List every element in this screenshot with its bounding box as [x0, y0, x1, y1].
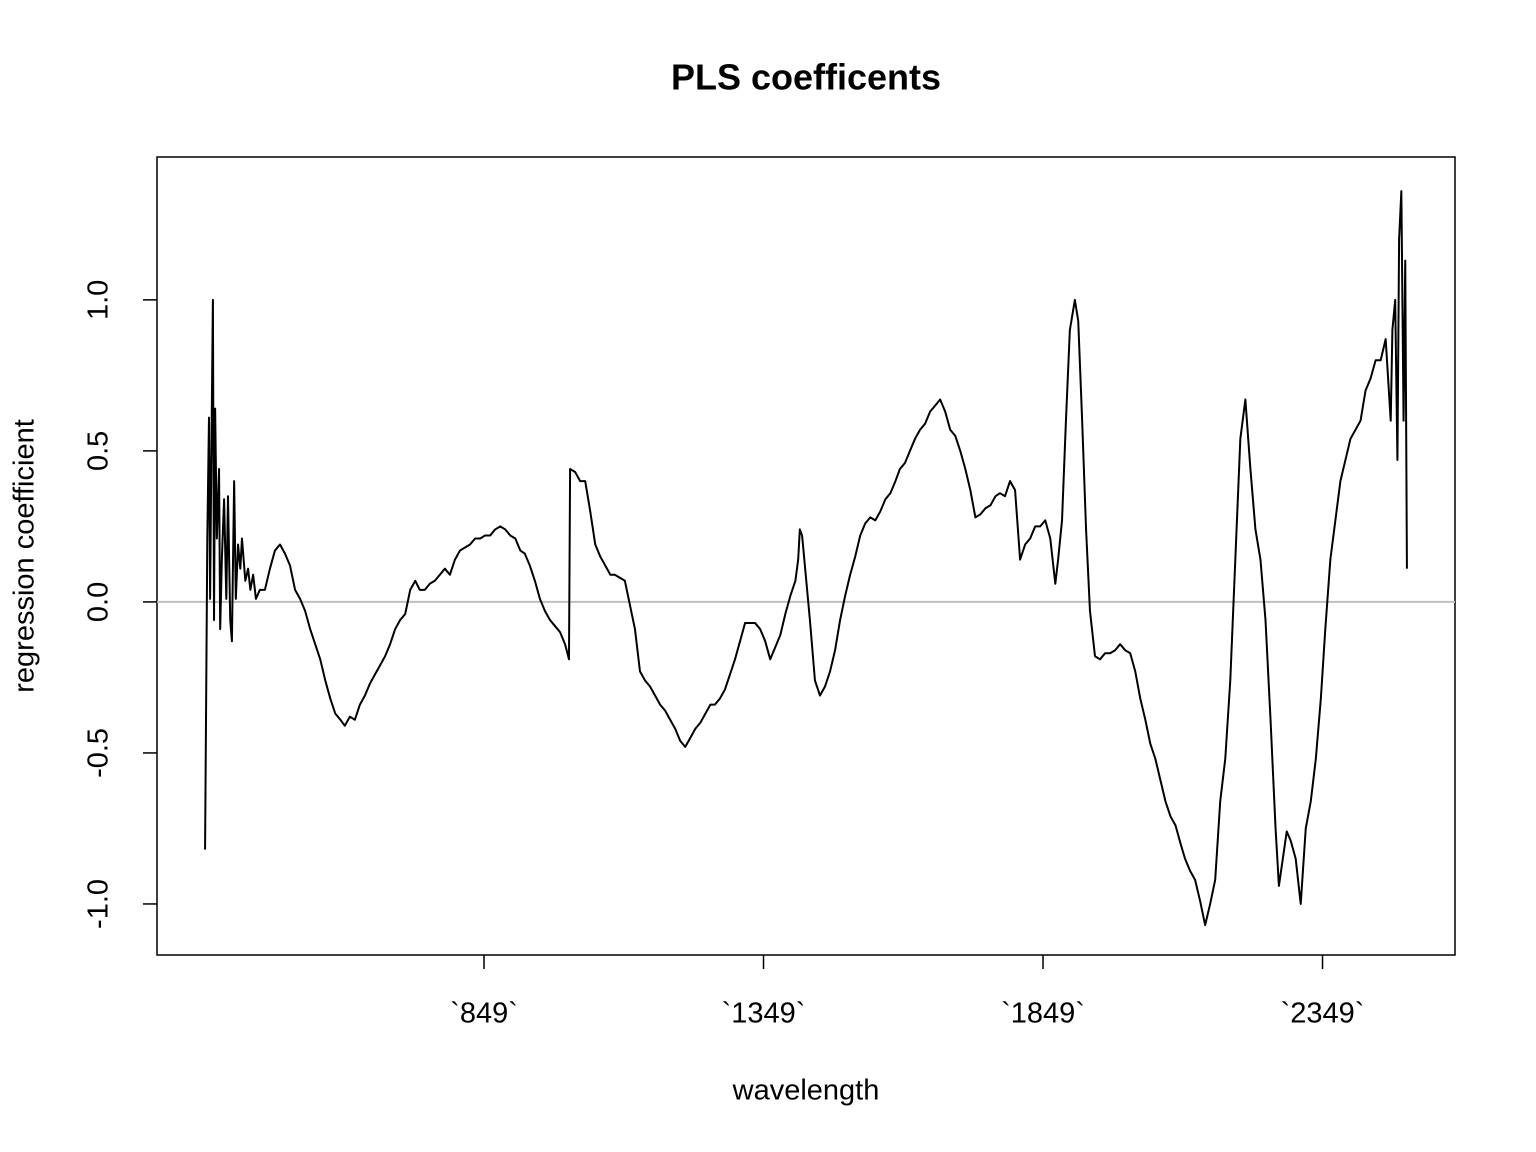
y-tick-label: 0.5: [83, 431, 115, 471]
data-line: [204, 190, 1408, 927]
y-axis-title: regression coefficient: [9, 419, 41, 693]
x-tick-label: `1849`: [1001, 998, 1085, 1030]
y-tick-label: 1.0: [83, 280, 115, 320]
x-axis-title: wavelength: [732, 1075, 880, 1107]
chart-title: PLS coefficents: [671, 57, 941, 98]
x-tick-label: `2349`: [1281, 998, 1365, 1030]
x-tick-label: `849`: [450, 998, 518, 1030]
y-tick-label: -0.5: [83, 728, 115, 778]
plot-frame: [156, 156, 1456, 956]
x-tick-label: `1349`: [722, 998, 806, 1030]
y-tick-label: 0.0: [83, 582, 115, 622]
y-tick-label: -1.0: [83, 879, 115, 929]
